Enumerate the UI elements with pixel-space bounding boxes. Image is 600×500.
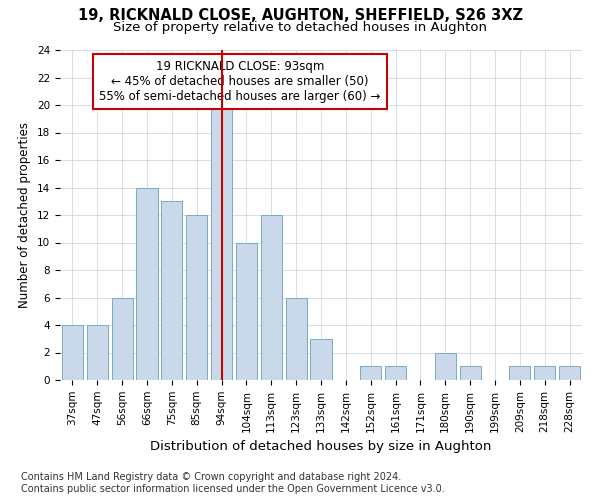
Bar	[236, 242, 257, 380]
Text: 19, RICKNALD CLOSE, AUGHTON, SHEFFIELD, S26 3XZ: 19, RICKNALD CLOSE, AUGHTON, SHEFFIELD, …	[77, 8, 523, 22]
Bar	[87, 325, 108, 380]
Bar	[534, 366, 555, 380]
Bar	[360, 366, 381, 380]
Text: Size of property relative to detached houses in Aughton: Size of property relative to detached ho…	[113, 21, 487, 34]
Bar	[286, 298, 307, 380]
Bar	[509, 366, 530, 380]
Bar	[62, 325, 83, 380]
Bar	[211, 105, 232, 380]
Bar	[161, 201, 182, 380]
Bar	[310, 339, 332, 380]
X-axis label: Distribution of detached houses by size in Aughton: Distribution of detached houses by size …	[151, 440, 491, 453]
Text: 19 RICKNALD CLOSE: 93sqm
← 45% of detached houses are smaller (50)
55% of semi-d: 19 RICKNALD CLOSE: 93sqm ← 45% of detach…	[100, 60, 381, 103]
Bar	[186, 215, 207, 380]
Bar	[385, 366, 406, 380]
Bar	[559, 366, 580, 380]
Bar	[261, 215, 282, 380]
Text: Contains HM Land Registry data © Crown copyright and database right 2024.
Contai: Contains HM Land Registry data © Crown c…	[21, 472, 445, 494]
Bar	[136, 188, 158, 380]
Y-axis label: Number of detached properties: Number of detached properties	[19, 122, 31, 308]
Bar	[435, 352, 456, 380]
Bar	[460, 366, 481, 380]
Bar	[112, 298, 133, 380]
